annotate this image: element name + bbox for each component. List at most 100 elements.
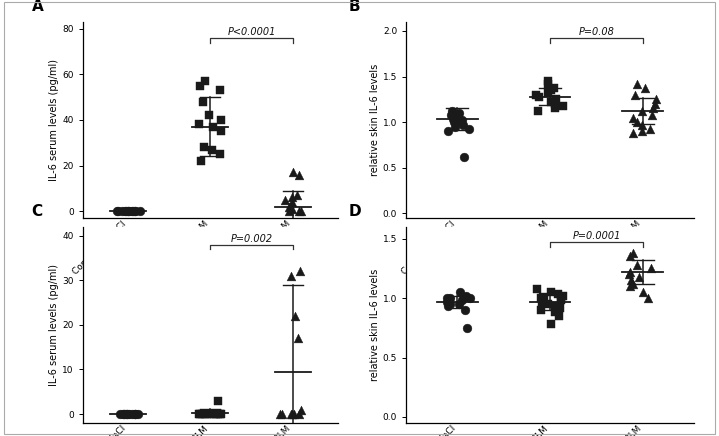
Point	[542, 80, 554, 87]
Text: B: B	[349, 0, 360, 14]
Point	[644, 125, 655, 132]
Point	[447, 116, 459, 123]
Point	[194, 82, 206, 89]
Point	[286, 194, 298, 201]
Point	[624, 283, 636, 290]
Point	[631, 261, 643, 268]
Point	[134, 208, 145, 215]
Text: P<0.0001: P<0.0001	[227, 27, 275, 37]
Text: A: A	[32, 0, 43, 14]
Point	[215, 150, 226, 157]
Point	[129, 411, 141, 418]
Point	[293, 411, 305, 418]
Point	[643, 295, 654, 302]
Point	[554, 304, 565, 311]
Point	[627, 114, 638, 121]
Point	[443, 128, 454, 135]
Point	[538, 295, 549, 302]
Point	[531, 285, 543, 292]
Point	[122, 411, 133, 418]
Point	[111, 208, 123, 215]
Point	[632, 80, 644, 87]
Point	[557, 292, 569, 299]
Point	[646, 111, 658, 118]
Point	[646, 265, 657, 272]
Point	[203, 112, 215, 119]
Point	[127, 411, 138, 418]
Point	[196, 411, 207, 418]
Point	[627, 129, 638, 136]
Point	[456, 117, 467, 124]
Point	[445, 111, 457, 118]
Point	[450, 119, 462, 126]
Point	[129, 208, 141, 215]
Point	[293, 171, 305, 178]
Point	[552, 291, 564, 298]
Point	[118, 411, 129, 418]
Point	[450, 114, 462, 121]
Point	[129, 411, 141, 418]
Point	[123, 411, 134, 418]
Point	[204, 411, 216, 418]
Point	[458, 153, 470, 160]
Y-axis label: IL-6 serum levels (pg/ml): IL-6 serum levels (pg/ml)	[50, 264, 60, 386]
Point	[128, 208, 139, 215]
Point	[120, 411, 132, 418]
Point	[193, 121, 204, 128]
Point	[193, 411, 205, 418]
Text: P=0.08: P=0.08	[579, 27, 614, 37]
Point	[543, 300, 554, 307]
Y-axis label: IL-6 serum levels (pg/ml): IL-6 serum levels (pg/ml)	[50, 59, 60, 181]
Point	[119, 208, 131, 215]
Point	[546, 321, 557, 328]
Point	[444, 300, 455, 307]
Point	[448, 119, 459, 126]
Point	[289, 313, 301, 320]
Point	[286, 205, 298, 212]
Point	[446, 108, 458, 115]
Point	[121, 411, 132, 418]
Point	[542, 78, 554, 85]
Point	[623, 271, 635, 278]
Point	[215, 116, 226, 123]
Point	[545, 87, 557, 94]
Point	[462, 324, 473, 331]
Point	[122, 208, 134, 215]
Point	[129, 411, 140, 418]
Point	[628, 249, 639, 256]
Point	[636, 128, 648, 135]
Point	[533, 93, 544, 100]
Point	[198, 98, 209, 105]
Point	[459, 307, 471, 313]
Point	[283, 208, 295, 215]
Point	[285, 411, 296, 418]
Point	[291, 192, 303, 199]
Point	[545, 99, 557, 106]
Point	[196, 157, 207, 164]
Point	[123, 208, 134, 215]
Point	[624, 269, 636, 276]
Text: C: C	[32, 204, 42, 219]
Point	[441, 298, 453, 305]
Point	[650, 96, 661, 103]
Point	[542, 89, 554, 96]
Point	[532, 108, 544, 115]
Point	[199, 411, 211, 418]
Point	[275, 411, 286, 418]
Point	[457, 122, 469, 129]
Point	[127, 208, 138, 215]
Point	[535, 307, 546, 313]
Text: P=0.002: P=0.002	[230, 234, 273, 244]
Point	[550, 96, 562, 103]
Point	[442, 303, 454, 310]
Point	[549, 105, 561, 112]
Point	[632, 119, 644, 126]
Point	[463, 125, 475, 132]
Point	[630, 91, 641, 98]
Point	[276, 411, 288, 418]
Point	[548, 84, 559, 91]
Point	[280, 196, 291, 203]
Point	[441, 295, 453, 302]
Point	[633, 273, 645, 280]
Point	[210, 411, 221, 418]
